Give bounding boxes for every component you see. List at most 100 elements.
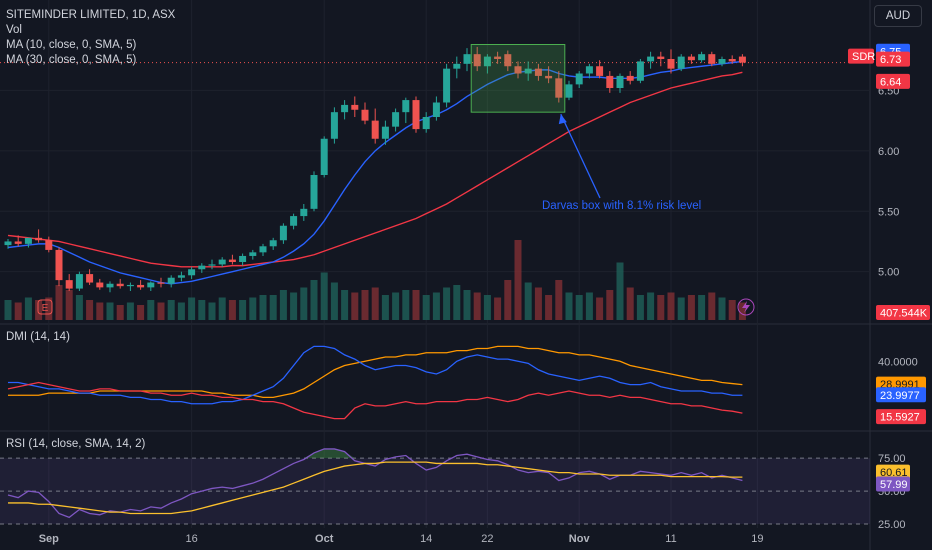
volume-bar [65, 290, 73, 320]
candle-body [698, 54, 706, 61]
dmi-tick-label: 40.0000 [878, 356, 918, 368]
candle-body [432, 102, 440, 117]
volume-bar [188, 297, 196, 320]
volume-bar [218, 297, 226, 320]
volume-bar [422, 295, 430, 320]
candle-body [35, 237, 43, 241]
dmi-value-label-bg [876, 387, 926, 403]
legend-dmi[interactable]: DMI (14, 14) [6, 331, 70, 343]
candle-body [392, 112, 400, 127]
darvas-box-rect [470, 44, 566, 113]
candle-body [555, 78, 563, 98]
legend-ma30[interactable]: MA (30, close, 0, SMA, 5) [6, 54, 137, 66]
candle-body [402, 100, 410, 113]
candle-body [330, 112, 338, 139]
candle-body [320, 138, 328, 175]
volume-bar [279, 290, 287, 320]
volume-bar [698, 295, 706, 320]
volume-bar [473, 292, 481, 320]
candle-body [249, 252, 257, 256]
time-tick-label: 14 [420, 533, 432, 545]
candle-body [718, 59, 726, 64]
volume-bar [351, 292, 359, 320]
candle-body [463, 54, 471, 64]
candle-body [473, 54, 481, 67]
candle-body [422, 117, 430, 130]
volume-bar [147, 300, 155, 320]
candle-body [361, 109, 369, 121]
volume-bar [524, 282, 532, 320]
symbol-title: SITEMINDER LIMITED, 1D, ASX [6, 9, 176, 21]
time-tick-label: Oct [315, 533, 334, 545]
volume-bar [320, 272, 328, 320]
volume-bar [555, 280, 563, 320]
time-tick-label: 19 [751, 533, 763, 545]
volume-bar [381, 295, 389, 320]
candle-body [137, 284, 145, 288]
arrow-head [558, 114, 567, 125]
candle-body [55, 249, 63, 281]
candle-body [596, 66, 604, 76]
volume-bar [494, 297, 502, 320]
rsi-tick-label: 75.00 [878, 453, 906, 465]
volume-bar [330, 282, 338, 320]
candle-body [616, 75, 624, 88]
candle-body [147, 282, 155, 288]
candle-body [167, 277, 175, 284]
moving-averages [7, 60, 743, 285]
volume-bar [432, 292, 440, 320]
rsi-ma-value-label-bg [876, 464, 910, 480]
legend-volume[interactable]: Vol [6, 24, 22, 36]
volume-bar [392, 292, 400, 320]
volume-bar [606, 290, 614, 320]
time-tick-label: Nov [569, 533, 591, 545]
time-tick-label: 22 [481, 533, 493, 545]
legend-ma10[interactable]: MA (10, close, 0, SMA, 5) [6, 39, 137, 51]
volume-bar [167, 300, 175, 320]
volume-bar [157, 302, 165, 320]
volume-bar [647, 292, 655, 320]
volume-bar [575, 295, 583, 320]
volume-bar [636, 295, 644, 320]
candle-body [453, 63, 461, 69]
lightning-icon [737, 298, 755, 316]
volume-bar [463, 290, 471, 320]
volume-bar [708, 292, 716, 320]
symbol-label: SDR [852, 51, 875, 63]
ma30-value-label-bg [876, 73, 910, 89]
candle-body [626, 75, 634, 81]
candle-body [96, 282, 104, 288]
volume-bar [198, 300, 206, 320]
currency-button[interactable]: AUD [874, 5, 922, 27]
candle-body [188, 269, 196, 276]
volume-bars [4, 240, 746, 320]
volume-bar [269, 295, 277, 320]
candle-body [738, 56, 746, 63]
candle-body [310, 175, 318, 209]
ma30-value-label: 6.64 [880, 76, 901, 88]
volume-bar [453, 285, 461, 320]
volume-bar [677, 297, 685, 320]
candle-body [534, 68, 542, 76]
candle-body [647, 56, 655, 62]
legend-rsi[interactable]: RSI (14, close, SMA, 14, 2) [6, 438, 146, 450]
candle-body [565, 84, 573, 98]
candle-body [14, 241, 22, 244]
symbol-label-bg [848, 48, 874, 64]
volume-bar [718, 297, 726, 320]
volume-bar [534, 287, 542, 320]
candle-body [677, 56, 685, 69]
volume-bar [657, 295, 665, 320]
darvas-annotation-label: Darvas box with 8.1% risk level [542, 200, 702, 212]
lightning-bolt [742, 301, 750, 313]
annotation-arrow [560, 113, 601, 199]
price-candles [4, 46, 746, 293]
volume-bar [177, 302, 185, 320]
candle-body [290, 216, 298, 226]
candle-body [341, 104, 349, 113]
candle-body [75, 274, 83, 289]
candle-body [116, 283, 124, 287]
